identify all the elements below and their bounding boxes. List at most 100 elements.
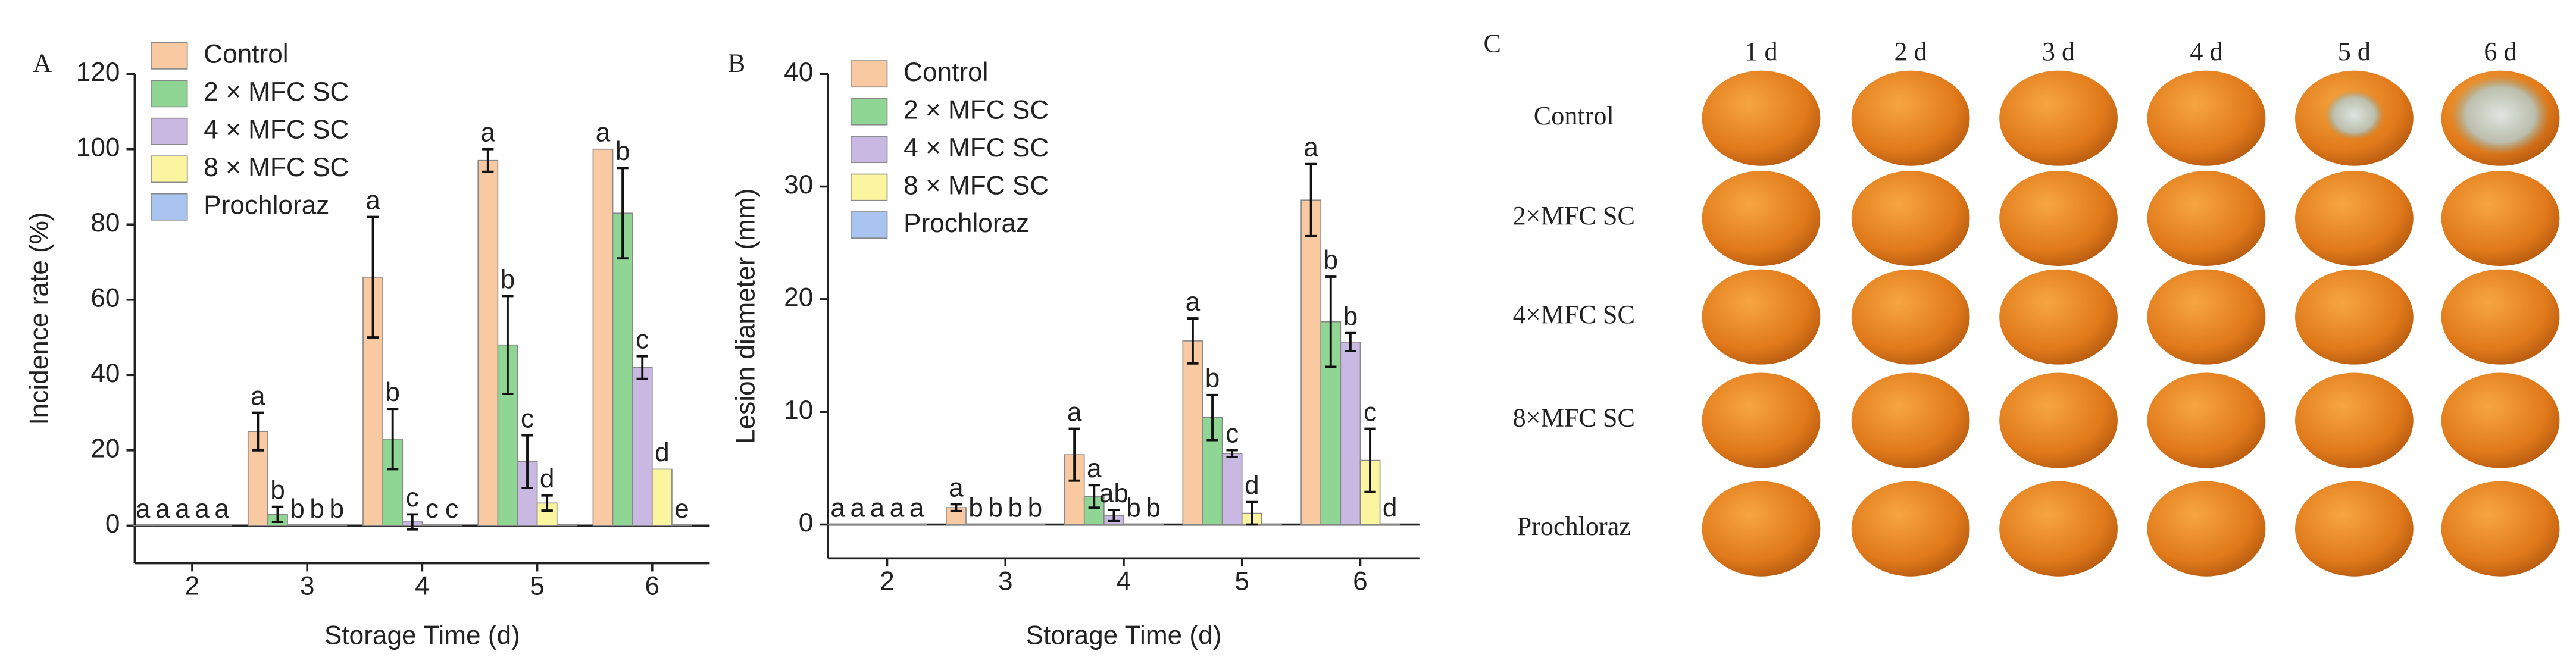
error-bar bbox=[502, 295, 514, 395]
significance-letter: b bbox=[1028, 493, 1043, 522]
y-axis-title: Incidence rate (%) bbox=[25, 212, 54, 425]
legend-swatch bbox=[151, 117, 188, 145]
error-bar bbox=[271, 505, 284, 523]
mold bbox=[2324, 90, 2384, 140]
legend-label: 4 × MFC SC bbox=[904, 133, 1049, 162]
fruit bbox=[2295, 171, 2414, 267]
error-bar bbox=[1226, 449, 1238, 458]
fruit-photo bbox=[1702, 372, 1821, 468]
significance-letter: d bbox=[540, 465, 555, 494]
fruit bbox=[1999, 372, 2118, 468]
significance-letter: b bbox=[615, 137, 630, 166]
legend-swatch bbox=[151, 193, 188, 221]
fruit bbox=[2147, 171, 2266, 267]
significance-letter: ab bbox=[1099, 479, 1128, 508]
significance-letter: b bbox=[330, 494, 345, 524]
bar bbox=[612, 212, 633, 527]
mold bbox=[2451, 75, 2550, 155]
y-tick-label: 100 bbox=[76, 133, 120, 162]
fruit bbox=[1851, 269, 1970, 365]
fruit-photo bbox=[2147, 171, 2266, 267]
fruit bbox=[2147, 70, 2266, 166]
error-bar bbox=[1325, 275, 1337, 368]
error-bar bbox=[407, 513, 418, 531]
fruit bbox=[1702, 481, 1821, 577]
column-label: 5 d bbox=[2338, 37, 2371, 66]
error-bar bbox=[1305, 162, 1317, 237]
fruit bbox=[2441, 372, 2560, 468]
significance-letter: b bbox=[290, 494, 305, 524]
significance-letter: c bbox=[406, 483, 419, 512]
x-axis-title: Storage Time (d) bbox=[1026, 621, 1222, 650]
x-tick-label: 6 bbox=[645, 572, 660, 601]
significance-letter: b bbox=[1205, 364, 1220, 393]
error-bar bbox=[521, 434, 533, 490]
fruit-photo bbox=[2295, 269, 2414, 365]
error-bar bbox=[1187, 317, 1199, 365]
significance-letter: a bbox=[1087, 454, 1102, 483]
y-tick-label: 40 bbox=[90, 359, 120, 388]
significance-letter: a bbox=[155, 494, 170, 524]
fruit-photo bbox=[1702, 269, 1821, 365]
significance-letter: b bbox=[988, 493, 1003, 522]
legend-label: Control bbox=[904, 58, 988, 87]
error-bar bbox=[1364, 427, 1376, 493]
significance-letter: b bbox=[968, 493, 983, 522]
fruit bbox=[2295, 269, 2414, 365]
fruit bbox=[2441, 269, 2560, 365]
fruit bbox=[2295, 481, 2414, 577]
significance-letter: b bbox=[501, 265, 515, 294]
fruit bbox=[2147, 269, 2266, 365]
column-label: 1 d bbox=[1745, 37, 1777, 66]
legend-label: 2 × MFC SC bbox=[204, 77, 349, 107]
x-tick-label: 4 bbox=[415, 572, 430, 601]
panel-label: C bbox=[1483, 29, 1500, 58]
row-label: Control bbox=[1534, 101, 1614, 130]
legend-label: Prochloraz bbox=[904, 209, 1029, 238]
significance-letter: d bbox=[1245, 471, 1259, 500]
significance-letter: a bbox=[851, 493, 865, 522]
fruit-photo bbox=[2295, 481, 2414, 577]
significance-letter: a bbox=[175, 494, 190, 524]
legend-swatch bbox=[850, 136, 888, 164]
fruit-photo bbox=[2441, 481, 2560, 577]
column-label: 3 d bbox=[2042, 37, 2075, 66]
legend-swatch bbox=[850, 211, 888, 239]
bar bbox=[651, 468, 673, 527]
significance-letter: a bbox=[1186, 287, 1201, 317]
fruit-photo bbox=[1851, 171, 1970, 267]
error-bar bbox=[1108, 508, 1120, 522]
x-tick-label: 6 bbox=[1353, 566, 1368, 596]
x-tick-label: 5 bbox=[530, 572, 545, 601]
significance-letter: a bbox=[1303, 133, 1318, 162]
fruit bbox=[1851, 481, 1970, 577]
fruit bbox=[1851, 70, 1970, 166]
column-label: 6 d bbox=[2484, 37, 2516, 66]
fruit-photo bbox=[1702, 70, 1821, 166]
y-tick-label: 120 bbox=[76, 58, 120, 87]
fruit-photo bbox=[2147, 70, 2266, 166]
fruit bbox=[2295, 372, 2414, 468]
y-tick-label: 60 bbox=[90, 283, 120, 312]
y-tick-label: 0 bbox=[105, 509, 120, 538]
fruit bbox=[1851, 372, 1970, 468]
fruit bbox=[2441, 171, 2560, 267]
significance-letter: d bbox=[655, 438, 670, 467]
legend-label: 4 × MFC SC bbox=[204, 115, 349, 144]
bar bbox=[592, 148, 614, 527]
significance-letter: b bbox=[1146, 493, 1161, 522]
error-bar bbox=[1088, 484, 1100, 509]
fruit-photo bbox=[1999, 171, 2118, 267]
significance-letter: c bbox=[1364, 397, 1377, 427]
column-label: 4 d bbox=[2190, 37, 2222, 66]
bar bbox=[632, 367, 653, 527]
y-tick-label: 20 bbox=[90, 434, 120, 463]
significance-letter: b bbox=[1126, 493, 1141, 522]
bar bbox=[1300, 199, 1322, 525]
fruit-photo bbox=[1851, 269, 1970, 365]
error-bar bbox=[1206, 393, 1218, 442]
y-tick-label: 30 bbox=[784, 170, 813, 199]
x-tick-label: 2 bbox=[185, 572, 200, 601]
error-bar bbox=[1246, 500, 1258, 526]
